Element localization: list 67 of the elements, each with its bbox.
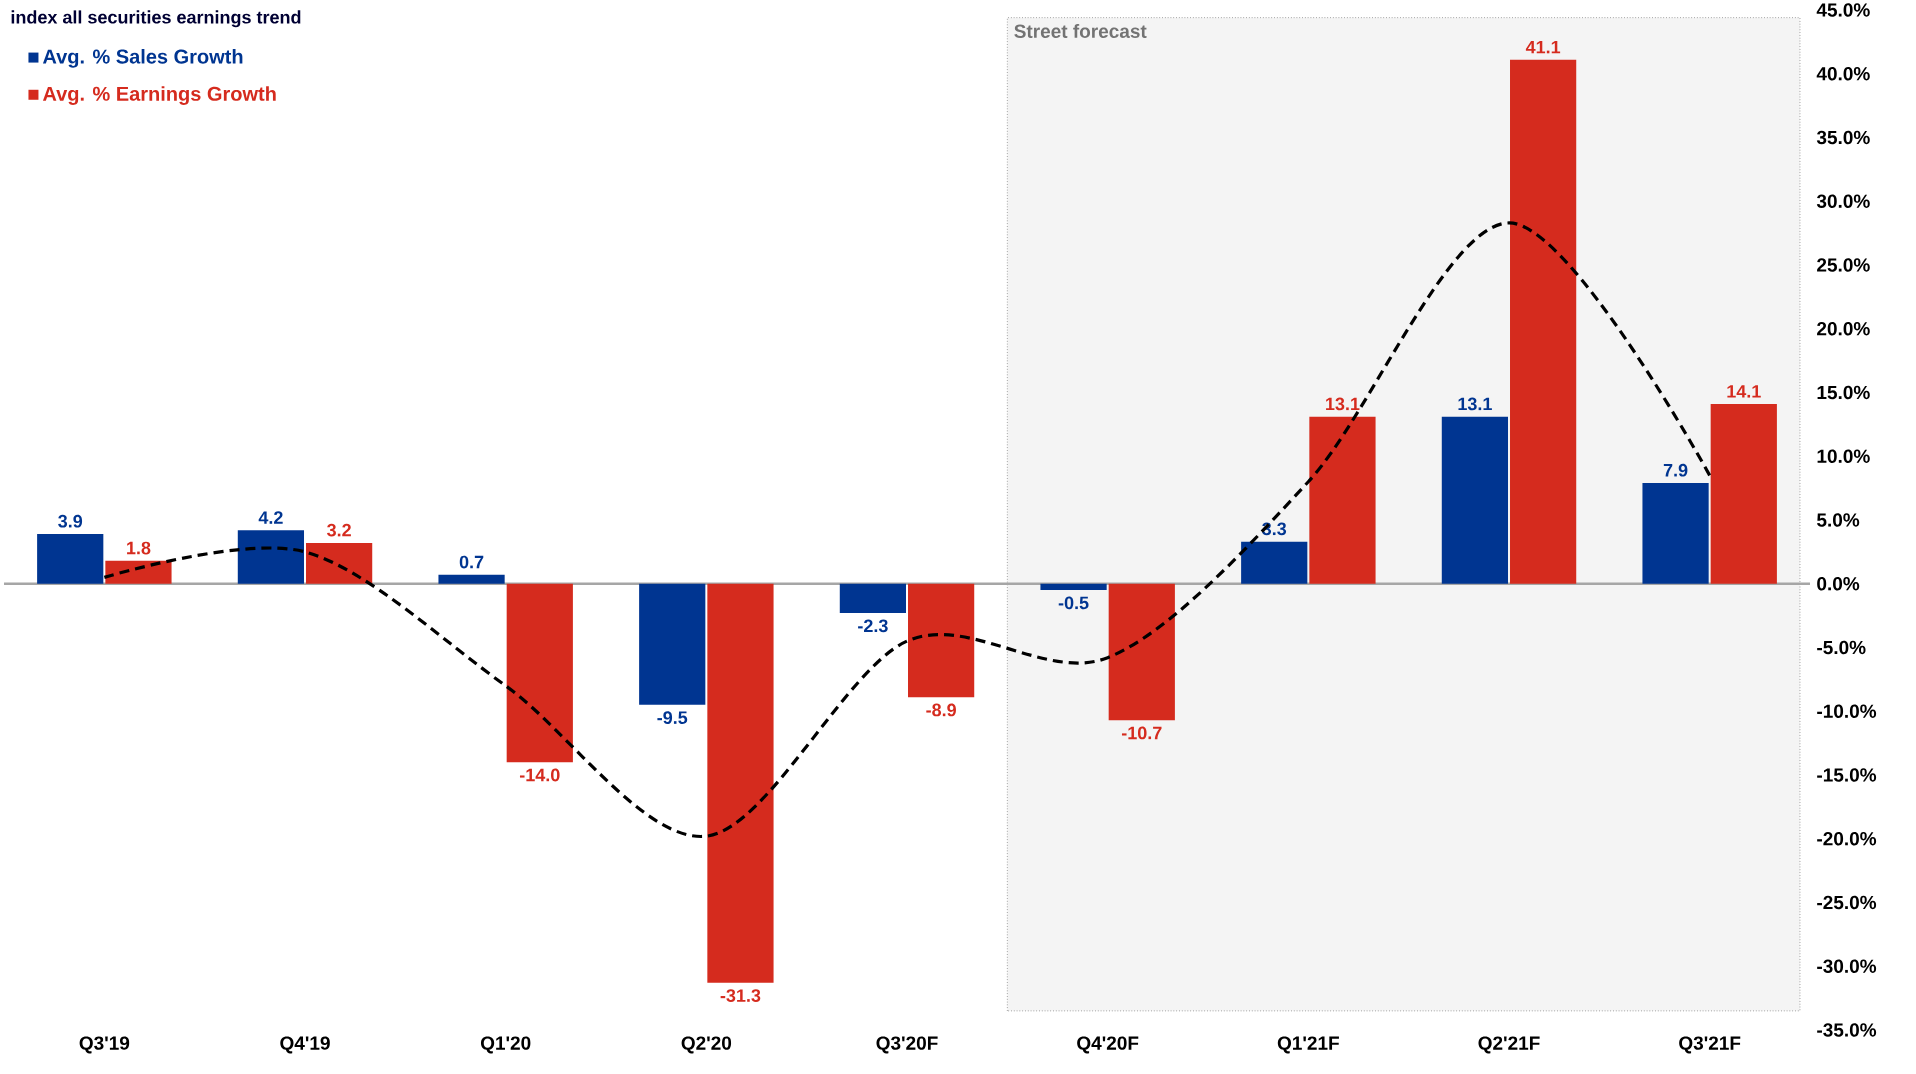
bar — [306, 542, 373, 584]
data-label: 4.2 — [258, 511, 283, 524]
bar — [1108, 583, 1175, 721]
data-label: 3.9 — [58, 514, 83, 528]
bar — [1040, 583, 1107, 591]
x-tick-label: Q1'20 — [480, 1036, 531, 1054]
data-label: -2.3 — [858, 619, 888, 633]
data-label: -9.5 — [657, 711, 688, 725]
bar — [839, 583, 906, 614]
data-label: -0.5 — [1058, 596, 1089, 610]
data-label: 1.8 — [127, 541, 151, 555]
bar — [707, 583, 774, 983]
data-label: -10.7 — [1121, 726, 1162, 740]
x-tick-label: Q3'20F — [876, 1036, 938, 1054]
y-tick-label: 0.0% — [1817, 577, 1860, 591]
bar — [237, 530, 305, 584]
bar — [1309, 416, 1376, 584]
y-tick-label: -5.0% — [1817, 640, 1866, 655]
legend-label: Avg. % Sales Growth — [42, 48, 243, 68]
bar — [639, 583, 706, 705]
x-tick-label: Q2'21F — [1478, 1036, 1540, 1054]
data-label: 13.1 — [1458, 397, 1492, 411]
bar — [1642, 483, 1709, 584]
bar — [37, 534, 104, 584]
bar — [1710, 403, 1777, 584]
chart-title: index all securities earnings trend — [11, 10, 301, 28]
y-tick-label: -30.0% — [1817, 959, 1877, 973]
y-tick-label: 30.0% — [1816, 194, 1870, 208]
y-tick-label: -35.0% — [1817, 1023, 1877, 1037]
line-series — [102, 221, 1712, 838]
y-tick-label: 45.0% — [1816, 3, 1870, 17]
bar — [438, 574, 505, 584]
y-tick-label: 20.0% — [1817, 322, 1870, 336]
bar — [1441, 416, 1509, 584]
bar — [105, 560, 172, 584]
data-label: -8.9 — [926, 703, 956, 717]
legend-label: Avg. % Earnings Growth — [42, 86, 276, 105]
y-tick-label: 40.0% — [1816, 67, 1870, 81]
y-tick-label: 25.0% — [1817, 258, 1870, 272]
y-tick-label: 15.0% — [1817, 385, 1870, 400]
x-tick-label: Q4'19 — [280, 1036, 330, 1054]
data-label: 3.2 — [327, 523, 351, 537]
x-tick-label: Q3'21F — [1679, 1036, 1741, 1054]
bar — [506, 583, 573, 763]
x-tick-label: Q1'21F — [1277, 1036, 1339, 1054]
y-tick-label: -25.0% — [1817, 895, 1877, 910]
x-tick-label: Q3'19 — [79, 1036, 130, 1054]
y-tick-label: -20.0% — [1817, 832, 1877, 846]
band-label: Street forecast — [1014, 24, 1147, 38]
data-label: -31.3 — [720, 989, 761, 1002]
y-tick-label: -10.0% — [1817, 704, 1877, 718]
data-label: 13.1 — [1326, 397, 1360, 411]
data-label: 7.9 — [1663, 463, 1688, 477]
y-tick-label: 10.0% — [1817, 449, 1870, 463]
y-tick-label: -15.0% — [1817, 768, 1877, 782]
x-tick-label: Q2'20 — [681, 1036, 732, 1054]
y-tick-label: 5.0% — [1817, 513, 1860, 527]
bar — [1510, 59, 1577, 584]
bar — [1241, 541, 1308, 584]
data-label: -14.0 — [519, 768, 560, 782]
data-label: 0.7 — [459, 555, 484, 569]
data-label: 14.1 — [1727, 385, 1761, 398]
x-tick-label: Q4'20F — [1077, 1036, 1139, 1054]
bar — [908, 583, 975, 698]
y-tick-label: 35.0% — [1816, 130, 1870, 145]
data-label: 3.3 — [1262, 522, 1287, 536]
data-label: 41.1 — [1525, 40, 1561, 54]
